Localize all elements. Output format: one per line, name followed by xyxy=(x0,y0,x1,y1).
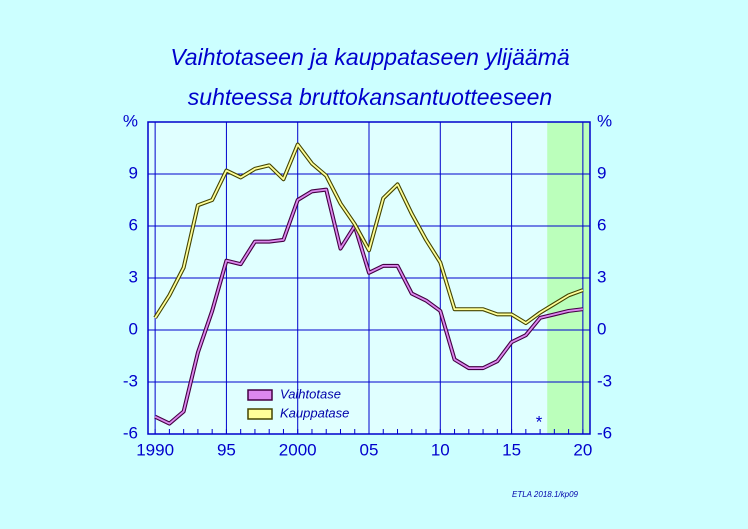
x-tick-label: 95 xyxy=(217,440,236,459)
chart-title: suhteessa bruttokansantuotteeseen xyxy=(188,84,552,110)
y-tick-label: -3 xyxy=(123,371,138,390)
y-tick-label: 0 xyxy=(129,319,138,338)
y-tick-label: -6 xyxy=(597,423,612,442)
y-tick-label: 9 xyxy=(597,163,606,182)
source-note: ETLA 2018.1/kp09 xyxy=(512,490,579,499)
legend-label: Kauppatase xyxy=(280,405,349,420)
y-tick-label: 3 xyxy=(129,267,138,286)
y-tick-label: 0 xyxy=(597,319,606,338)
x-tick-label: 10 xyxy=(431,440,450,459)
y-tick-label: 9 xyxy=(129,163,138,182)
plot-frame xyxy=(147,121,591,435)
y-tick-label: 6 xyxy=(597,215,606,234)
legend-label: Vaihtotase xyxy=(280,386,341,401)
chart-title: Vaihtotaseen ja kauppataseen ylijäämä xyxy=(170,44,570,70)
y-tick-label: -6 xyxy=(123,423,138,442)
line xyxy=(154,143,584,324)
legend-swatch xyxy=(247,389,273,401)
line xyxy=(154,188,583,425)
y-tick-label: % xyxy=(123,111,138,130)
annotation: * xyxy=(536,412,543,431)
y-tick-label: 3 xyxy=(597,267,606,286)
x-tick-label: 15 xyxy=(502,440,521,459)
x-tick-label: 1990 xyxy=(136,440,174,459)
y-tick-label: 6 xyxy=(129,215,138,234)
x-tick-label: 2000 xyxy=(279,440,317,459)
y-tick-label: -3 xyxy=(597,371,612,390)
legend-swatch xyxy=(247,408,273,420)
x-tick-label: 05 xyxy=(360,440,379,459)
x-tick-label: 20 xyxy=(573,440,592,459)
y-tick-label: % xyxy=(597,111,612,130)
